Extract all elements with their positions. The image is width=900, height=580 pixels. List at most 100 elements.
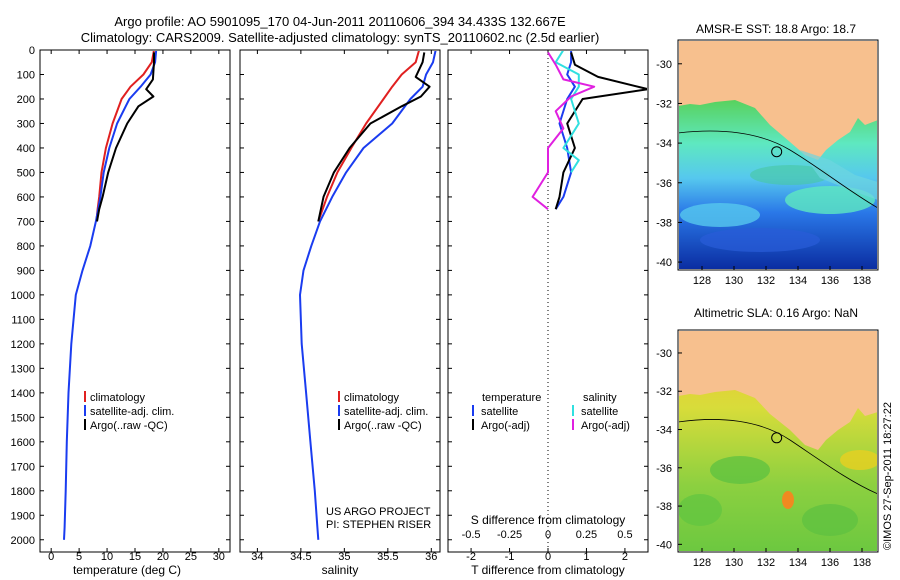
sla-map-image — [679, 331, 877, 551]
sst-map-image — [679, 41, 877, 269]
depth-tick-label: 1200 — [11, 339, 35, 351]
series-line-satellite-adj-clim- — [63, 51, 158, 540]
legend-argo: Argo(..raw -QC) — [344, 420, 422, 432]
lon-tick-label: 132 — [757, 275, 775, 287]
temperature-x-axis: 0 5 10 15 20 25 30 — [48, 50, 225, 563]
lon-tick-label: 136 — [821, 557, 839, 569]
sla-map-title: Altimetric SLA: 0.16 Argo: NaN — [694, 306, 858, 320]
x-tick-label: 10 — [101, 551, 113, 563]
depth-tick-label: 1600 — [11, 437, 35, 449]
depth-tick-label: 200 — [17, 94, 35, 106]
series-line-s-satellite — [554, 51, 580, 173]
depth-tick-label: 1700 — [11, 461, 35, 473]
x-tick-label: 35 — [338, 551, 350, 563]
sla-land — [679, 331, 877, 450]
depth-tick-label: 600 — [17, 192, 35, 204]
depth-tick-label: 500 — [17, 167, 35, 179]
depth-axis: 0 100 200 300 400 500 600 700 800 900 1000 1100 1200… — [11, 45, 230, 547]
lat-tick-label: -30 — [656, 348, 672, 360]
temperature-panel: 0100200300400500600700800900100011001200… — [11, 45, 231, 577]
lat-tick-label: -40 — [656, 539, 672, 551]
legend-salinity-header: salinity — [583, 392, 617, 404]
x-tick-label: 35.5 — [377, 551, 398, 563]
lon-tick-label: 128 — [693, 275, 711, 287]
s-difference-label: S difference from climatology — [471, 513, 626, 527]
lat-tick-label: -34 — [656, 138, 672, 150]
depth-tick-label: 1800 — [11, 486, 35, 498]
legend-t-argo: Argo(-adj) — [481, 420, 530, 432]
difference-legend: temperature satellite Argo(-adj) salinit… — [472, 392, 630, 432]
x-tick-label: 0 — [48, 551, 54, 563]
legend-climatology: climatology — [90, 392, 146, 404]
depth-tick-label: 300 — [17, 118, 35, 130]
sst-contour — [679, 130, 877, 208]
x-tick-label: 34.5 — [290, 551, 311, 563]
depth-tick-label: 1300 — [11, 363, 35, 375]
lat-tick-label: -36 — [656, 463, 672, 475]
series-line-argo-raw-qc- — [317, 52, 431, 222]
legend-climatology: climatology — [344, 392, 400, 404]
depth-tick-label: 400 — [17, 143, 35, 155]
x-tick-label: 34 — [251, 551, 263, 563]
series-line-s-argo-adj- — [531, 51, 596, 210]
lon-tick-label: 138 — [853, 557, 871, 569]
sst-lat-axis: -30 -32 -34 -36 -38 -40 — [656, 59, 682, 269]
sst-lon-axis: 128 130 132 134 136 138 — [693, 266, 871, 287]
series-line-t-argo-adj- — [554, 52, 647, 210]
temperature-legend: climatology satellite-adj. clim. Argo(..… — [84, 391, 174, 432]
legend-argo: Argo(..raw -QC) — [90, 420, 168, 432]
t-difference-label: T difference from climatology — [471, 563, 625, 577]
lat-tick-label: -34 — [656, 425, 672, 437]
depth-tick-label: 800 — [17, 241, 35, 253]
x-tick-label: -2 — [466, 551, 476, 563]
salinity-series — [299, 51, 437, 540]
series-line-satellite-adj-clim- — [299, 51, 437, 540]
difference-y-ticks — [448, 49, 648, 541]
x-tick-label: 1 — [583, 551, 589, 563]
project-label: US ARGO PROJECT — [326, 506, 431, 518]
lat-tick-label: -32 — [656, 98, 672, 110]
temperature-series — [63, 51, 158, 540]
depth-tick-label: 1000 — [11, 290, 35, 302]
lat-tick-label: -38 — [656, 501, 672, 513]
series-line-climatology — [317, 51, 420, 222]
depth-tick-label: 700 — [17, 216, 35, 228]
lon-tick-label: 134 — [789, 557, 807, 569]
argo-position-marker — [771, 146, 783, 158]
salinity-legend: climatology satellite-adj. clim. Argo(..… — [338, 391, 428, 432]
lon-tick-label: 132 — [757, 557, 775, 569]
difference-frame — [447, 49, 649, 553]
sst-map-frame — [677, 39, 879, 271]
x-tick-label: 30 — [213, 551, 225, 563]
lon-tick-label: 130 — [725, 557, 743, 569]
x-tick-label: 25 — [185, 551, 197, 563]
x-tick-label: -1 — [505, 551, 515, 563]
lat-tick-label: -36 — [656, 178, 672, 190]
s-tick-label: 0 — [545, 529, 551, 541]
argo-position-marker — [771, 432, 783, 444]
depth-tick-label: 1900 — [11, 510, 35, 522]
lat-tick-label: -30 — [656, 59, 672, 71]
title-line-1: Argo profile: AO 5901095_170 04-Jun-2011… — [114, 14, 566, 29]
title-line-2: Climatology: CARS2009. Satellite-adjuste… — [81, 30, 600, 45]
s-tick-label: 0.5 — [617, 529, 632, 541]
timestamp-stamp: ©IMOS 27-Sep-2011 18:27:22 — [882, 402, 894, 550]
x-tick-label: 5 — [76, 551, 82, 563]
salinity-frame — [239, 49, 441, 553]
depth-tick-label: 1100 — [11, 314, 35, 326]
depth-tick-label: 900 — [17, 265, 35, 277]
sst-map-title: AMSR-E SST: 18.8 Argo: 18.7 — [696, 22, 856, 36]
series-line-t-satellite — [554, 51, 576, 210]
difference-x-axis: -2 -1 0 1 2 -0.5 -0.25 0 0.25 0.5 — [462, 50, 633, 563]
pi-label: PI: STEPHEN RISER — [326, 519, 431, 531]
lon-tick-label: 130 — [725, 275, 743, 287]
legend-satellite: satellite-adj. clim. — [90, 406, 174, 418]
difference-panel: -2 -1 0 1 2 -0.5 -0.25 0 0.25 0.5 temperature sat… — [447, 49, 649, 577]
x-tick-label: 2 — [622, 551, 628, 563]
sla-contour — [679, 419, 877, 494]
legend-satellite: satellite-adj. clim. — [344, 406, 428, 418]
sla-map-frame — [677, 329, 879, 553]
depth-tick-label: 0 — [29, 45, 35, 57]
sst-land — [679, 41, 877, 160]
